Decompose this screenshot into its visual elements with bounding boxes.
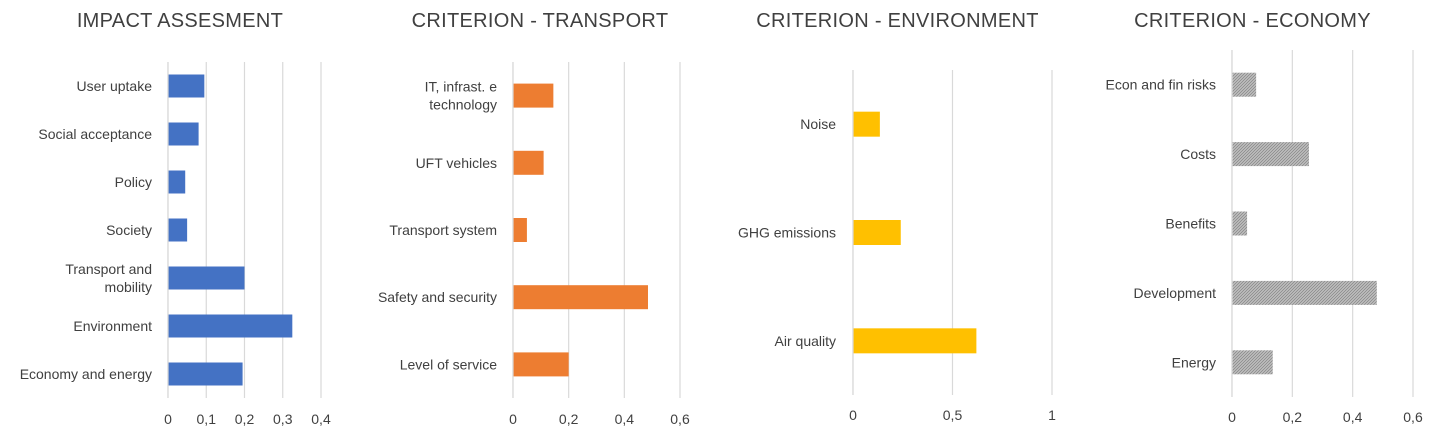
x-tick-label: 0,2 bbox=[559, 411, 579, 427]
bar bbox=[168, 74, 205, 98]
bar bbox=[168, 362, 243, 386]
category-label: Energy bbox=[1172, 354, 1216, 370]
category-label: Social acceptance bbox=[38, 126, 152, 142]
x-tick-label: 0,2 bbox=[235, 411, 255, 427]
bar bbox=[1232, 350, 1273, 375]
x-tick-label: 0 bbox=[1228, 409, 1236, 425]
category-label: Benefits bbox=[1165, 216, 1216, 232]
x-tick-label: 0,1 bbox=[197, 411, 217, 427]
bar bbox=[513, 285, 648, 310]
bar bbox=[1232, 211, 1248, 236]
bar bbox=[853, 111, 880, 137]
bar bbox=[513, 150, 544, 175]
bar bbox=[168, 218, 188, 242]
x-tick-label: 0,6 bbox=[670, 411, 690, 427]
bar bbox=[168, 266, 245, 290]
chart-panel-economy: CRITERION - ECONOMY 0 0,2 0,4 0,6 Econ and f… bbox=[1075, 0, 1430, 435]
chart-title: IMPACT ASSESMENT bbox=[76, 10, 284, 32]
bar bbox=[168, 314, 293, 338]
bar bbox=[513, 352, 569, 377]
category-label: Transport and mobility bbox=[65, 261, 152, 295]
bar bbox=[513, 83, 554, 108]
bar bbox=[853, 220, 901, 245]
category-label: Policy bbox=[115, 174, 152, 190]
chart-panel-transport: CRITERION - TRANSPORT 0 0,2 0,4 0,6 IT, infr… bbox=[360, 0, 720, 435]
category-label: GHG emissions bbox=[738, 225, 836, 241]
category-label: Environment bbox=[73, 318, 152, 334]
category-label: UFT vehicles bbox=[416, 155, 497, 171]
chart-title: CRITERION - TRANSPORT bbox=[411, 10, 669, 32]
chart-plot-economy: 0 0,2 0,4 0,6 Econ and fin risks Costs Benefit… bbox=[1106, 50, 1423, 425]
bar bbox=[1232, 142, 1309, 167]
x-tick-label: 0,4 bbox=[311, 411, 331, 427]
chart-plot-environment: 0 0,5 1 Noise GHG emissions Air quality bbox=[738, 70, 1056, 423]
x-tick-label: 0 bbox=[509, 411, 517, 427]
x-tick-label: 0,6 bbox=[1403, 409, 1423, 425]
chart-title: CRITERION - ECONOMY bbox=[1134, 10, 1371, 32]
bar bbox=[513, 218, 527, 242]
category-label: Economy and energy bbox=[20, 366, 152, 382]
chart-panel-environment: CRITERION - ENVIRONMENT 0 0,5 1 Noise GHG em… bbox=[720, 0, 1075, 435]
category-label: IT, infrast. e technology bbox=[425, 79, 498, 113]
category-label: Costs bbox=[1180, 146, 1216, 162]
bar bbox=[1232, 72, 1257, 97]
chart-title: CRITERION - ENVIRONMENT bbox=[756, 10, 1039, 32]
x-tick-label: 0,4 bbox=[1343, 409, 1363, 425]
bar bbox=[168, 122, 199, 146]
x-tick-label: 1 bbox=[1048, 407, 1056, 423]
x-tick-label: 0 bbox=[164, 411, 172, 427]
category-label: Transport system bbox=[389, 222, 497, 238]
category-label: Econ and fin risks bbox=[1106, 77, 1217, 93]
bar bbox=[1232, 280, 1377, 305]
category-label: Safety and security bbox=[378, 289, 497, 305]
chart-plot-transport: 0 0,2 0,4 0,6 IT, infrast. e technology UFT ve… bbox=[378, 62, 690, 427]
chart-plot-impact: 0 0,1 0,2 0,3 0,4 User uptake Social acceptanc… bbox=[20, 62, 331, 427]
x-tick-label: 0,5 bbox=[943, 407, 963, 423]
category-label: Level of service bbox=[400, 356, 497, 372]
x-tick-label: 0 bbox=[849, 407, 857, 423]
bar bbox=[853, 328, 977, 354]
category-label: Development bbox=[1134, 285, 1217, 301]
x-tick-label: 0,4 bbox=[615, 411, 635, 427]
category-label: Noise bbox=[800, 116, 836, 132]
category-label: Air quality bbox=[775, 333, 836, 349]
chart-panel-impact: IMPACT ASSESMENT 0 0,1 0,2 0,3 0,4 User uptak… bbox=[0, 0, 360, 435]
category-label: Society bbox=[106, 222, 152, 238]
x-tick-label: 0,3 bbox=[273, 411, 293, 427]
x-tick-label: 0,2 bbox=[1283, 409, 1303, 425]
category-label: User uptake bbox=[77, 78, 153, 94]
bar bbox=[168, 170, 186, 194]
